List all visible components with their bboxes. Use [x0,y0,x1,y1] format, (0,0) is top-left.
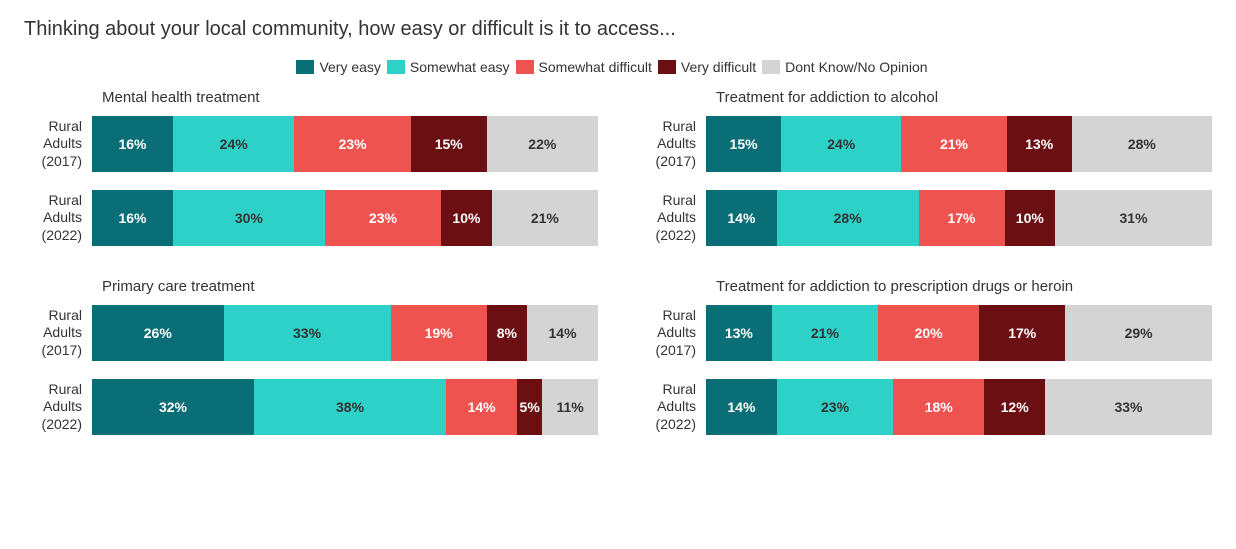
panel: Primary care treatment Rural Adults (2017… [12,274,598,453]
row-label: Rural Adults (2017) [626,307,706,360]
panels-grid: Mental health treatment Rural Adults (201… [12,85,1212,453]
bar-row: Rural Adults (2022)14%28%17%10%31% [626,190,1212,246]
bar-segment: 28% [777,190,919,246]
bar-row: Rural Adults (2017)26%33%19%8%14% [12,305,598,361]
bar-segment: 28% [1072,116,1212,172]
bar-segment: 33% [1045,379,1212,435]
legend-label: Somewhat difficult [539,59,652,75]
bar-segment: 14% [446,379,517,435]
bar-segment: 22% [487,116,598,172]
bar-segment: 30% [173,190,325,246]
bar-row: Rural Adults (2022)32%38%14%5%11% [12,379,598,435]
bar-segment: 31% [1055,190,1212,246]
panel: Mental health treatment Rural Adults (201… [12,85,598,264]
bar-segment: 16% [92,116,173,172]
bar-segment: 38% [254,379,446,435]
bar-segment: 16% [92,190,173,246]
bar-row: Rural Adults (2022)14%23%18%12%33% [626,379,1212,435]
stacked-bar: 16%30%23%10%21% [92,190,598,246]
bar-segment: 12% [984,379,1045,435]
stacked-bar: 26%33%19%8%14% [92,305,598,361]
bar-segment: 23% [325,190,441,246]
bar-segment: 13% [706,305,772,361]
bar-segment: 8% [487,305,527,361]
panel-title: Treatment for addiction to alcohol [716,89,1212,106]
legend-label: Very difficult [681,59,756,75]
bar-segment: 26% [92,305,224,361]
bar-row: Rural Adults (2022)16%30%23%10%21% [12,190,598,246]
stacked-bar: 15%24%21%13%28% [706,116,1212,172]
stacked-bar: 14%23%18%12%33% [706,379,1212,435]
bar-row: Rural Adults (2017)16%24%23%15%22% [12,116,598,172]
panel-title: Primary care treatment [102,278,598,295]
bar-segment: 14% [527,305,598,361]
stacked-bar: 16%24%23%15%22% [92,116,598,172]
legend: Very easy Somewhat easy Somewhat difficult… [12,59,1212,75]
bar-segment: 20% [878,305,979,361]
panel: Treatment for addiction to prescription … [626,274,1212,453]
legend-item: Somewhat difficult [516,59,652,75]
bar-segment: 33% [224,305,391,361]
legend-label: Very easy [319,59,380,75]
bar-row: Rural Adults (2017)15%24%21%13%28% [626,116,1212,172]
row-label: Rural Adults (2022) [626,192,706,245]
panel-title: Mental health treatment [102,89,598,106]
legend-swatch [658,60,676,74]
panel: Treatment for addiction to alcohol Rural … [626,85,1212,264]
bar-segment: 21% [901,116,1006,172]
bar-segment: 23% [777,379,893,435]
bar-segment: 13% [1007,116,1072,172]
bar-segment: 15% [706,116,781,172]
bar-segment: 15% [411,116,487,172]
bar-segment: 19% [391,305,487,361]
bar-segment: 21% [492,190,598,246]
row-label: Rural Adults (2017) [626,118,706,171]
legend-swatch [387,60,405,74]
legend-swatch [296,60,314,74]
bar-segment: 5% [517,379,542,435]
bar-segment: 14% [706,379,777,435]
bar-segment: 17% [979,305,1065,361]
bar-segment: 18% [893,379,984,435]
panel-title: Treatment for addiction to prescription … [716,278,1212,295]
bar-segment: 23% [294,116,410,172]
bar-segment: 10% [441,190,492,246]
bar-segment: 17% [919,190,1005,246]
bar-segment: 24% [781,116,901,172]
legend-item: Very difficult [658,59,756,75]
row-label: Rural Adults (2022) [12,192,92,245]
legend-label: Dont Know/No Opinion [785,59,927,75]
bar-segment: 10% [1005,190,1056,246]
legend-item: Very easy [296,59,380,75]
bar-segment: 11% [542,379,598,435]
stacked-bar: 14%28%17%10%31% [706,190,1212,246]
legend-label: Somewhat easy [410,59,510,75]
bar-segment: 21% [772,305,878,361]
bar-segment: 32% [92,379,254,435]
bar-segment: 14% [706,190,777,246]
row-label: Rural Adults (2017) [12,307,92,360]
bar-row: Rural Adults (2017)13%21%20%17%29% [626,305,1212,361]
chart-title: Thinking about your local community, how… [24,18,1212,41]
legend-swatch [762,60,780,74]
row-label: Rural Adults (2017) [12,118,92,171]
bar-segment: 24% [173,116,294,172]
bar-segment: 29% [1065,305,1212,361]
legend-item: Dont Know/No Opinion [762,59,927,75]
stacked-bar: 32%38%14%5%11% [92,379,598,435]
row-label: Rural Adults (2022) [12,381,92,434]
stacked-bar: 13%21%20%17%29% [706,305,1212,361]
legend-item: Somewhat easy [387,59,510,75]
row-label: Rural Adults (2022) [626,381,706,434]
legend-swatch [516,60,534,74]
